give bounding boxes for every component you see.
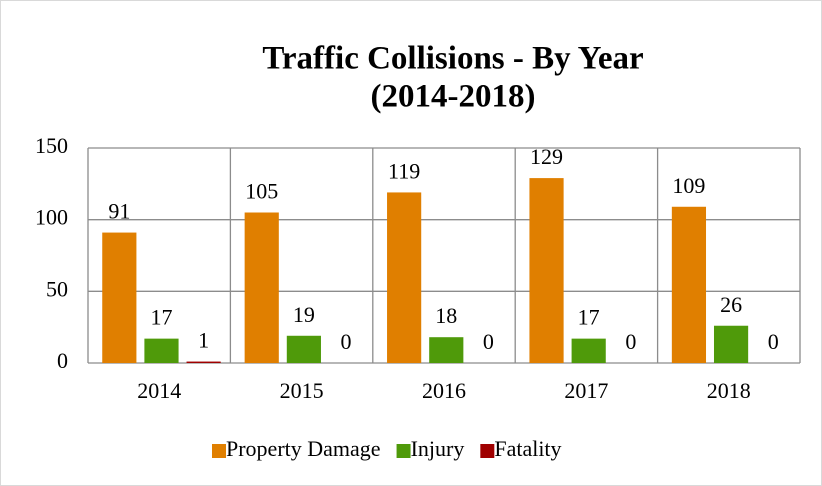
x-tick-label: 2015	[280, 378, 324, 403]
data-label: 17	[150, 305, 172, 330]
data-label: 109	[672, 173, 705, 198]
bar	[102, 232, 137, 363]
data-label: 1	[198, 328, 209, 353]
data-label: 18	[435, 303, 457, 328]
y-tick-label: 150	[35, 133, 68, 158]
data-label: 0	[341, 329, 352, 354]
data-label: 129	[530, 144, 563, 169]
bar	[387, 192, 422, 363]
x-tick-label: 2018	[707, 378, 751, 403]
legend-swatch	[396, 444, 411, 458]
legend-swatch	[480, 444, 495, 458]
bar	[713, 325, 749, 363]
chart-title: Traffic Collisions - By Year	[262, 41, 643, 77]
y-tick-label: 100	[35, 205, 68, 230]
data-label: 0	[483, 329, 494, 354]
data-label: 119	[388, 158, 420, 183]
bar	[186, 361, 221, 363]
data-label: 0	[625, 329, 636, 354]
legend-label: Fatality	[494, 436, 561, 461]
y-tick-label: 50	[46, 276, 68, 301]
bar	[571, 338, 606, 363]
data-label: 91	[108, 199, 130, 224]
data-label: 105	[245, 179, 278, 204]
bar	[286, 335, 321, 363]
x-tick-label: 2017	[564, 378, 608, 403]
data-label: 17	[578, 305, 600, 330]
legend-label: Property Damage	[226, 436, 381, 461]
data-label: 19	[293, 302, 315, 327]
data-label: 0	[768, 329, 779, 354]
x-tick-label: 2014	[137, 378, 181, 403]
legend-label: Injury	[411, 436, 465, 461]
bar	[429, 337, 464, 363]
bar	[529, 178, 564, 363]
y-tick-label: 0	[57, 348, 68, 373]
legend-swatch	[212, 444, 226, 458]
chart-title: (2014-2018)	[371, 79, 536, 115]
data-label: 26	[720, 292, 742, 317]
bar	[144, 338, 179, 363]
x-tick-label: 2016	[422, 378, 466, 403]
bar	[244, 212, 279, 363]
bar	[671, 206, 707, 363]
